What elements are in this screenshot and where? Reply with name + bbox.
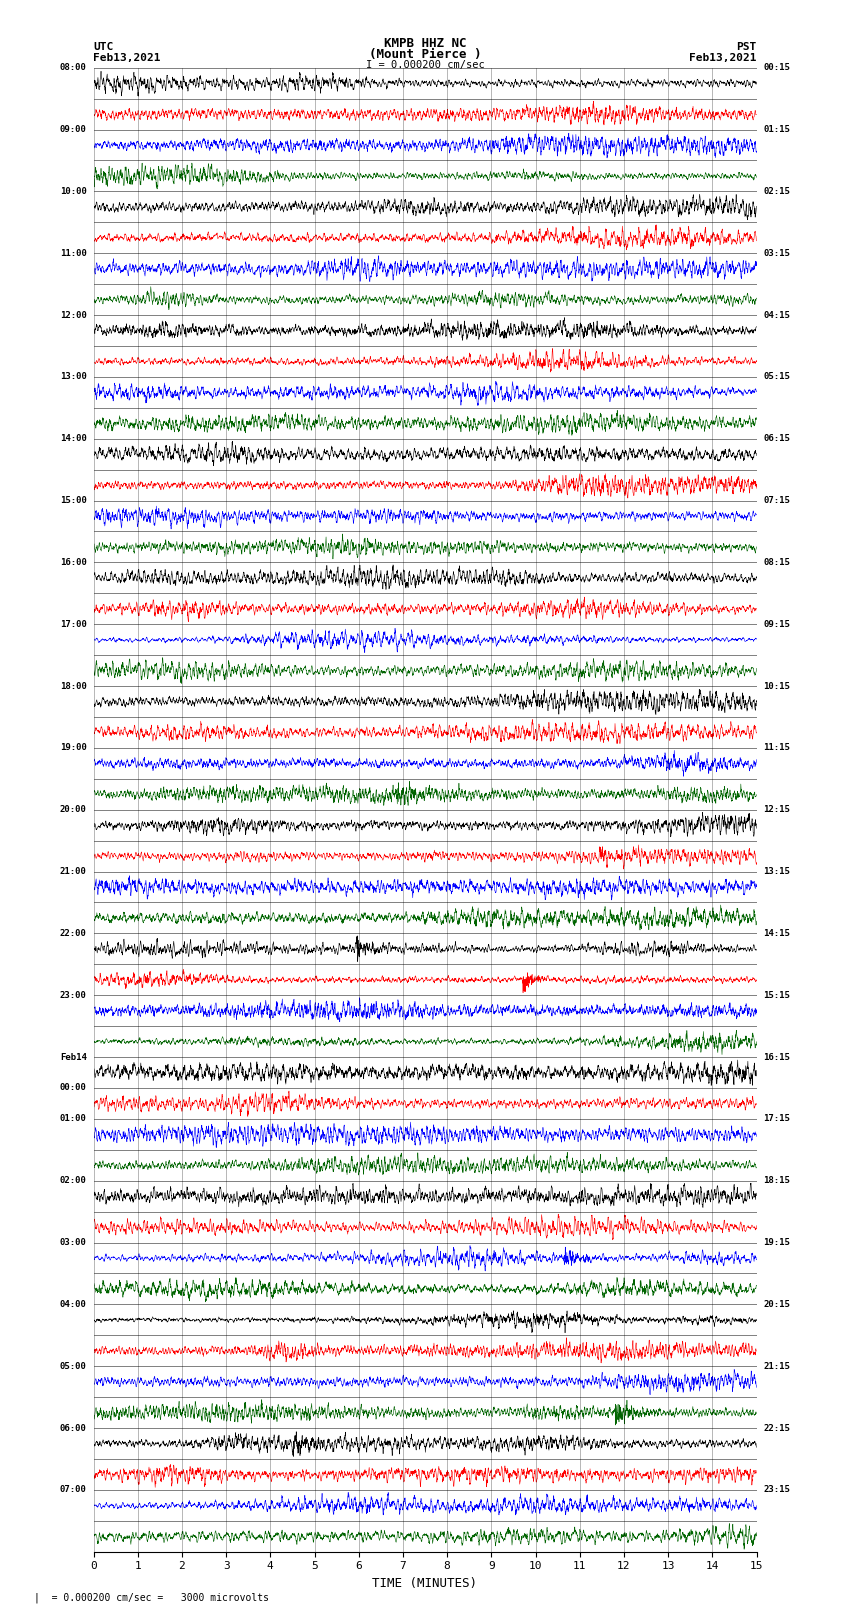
Text: 11:00: 11:00	[60, 248, 87, 258]
Text: 06:00: 06:00	[60, 1424, 87, 1432]
Text: 00:00: 00:00	[60, 1084, 87, 1092]
Text: 09:00: 09:00	[60, 126, 87, 134]
Text: 01:00: 01:00	[60, 1115, 87, 1123]
Text: 15:15: 15:15	[763, 990, 790, 1000]
Text: 20:15: 20:15	[763, 1300, 790, 1308]
Text: 00:15: 00:15	[763, 63, 790, 73]
Text: 05:00: 05:00	[60, 1361, 87, 1371]
Text: 02:00: 02:00	[60, 1176, 87, 1186]
Text: 16:00: 16:00	[60, 558, 87, 566]
Text: 07:15: 07:15	[763, 497, 790, 505]
Text: 22:15: 22:15	[763, 1424, 790, 1432]
Text: 07:00: 07:00	[60, 1486, 87, 1494]
Text: 12:00: 12:00	[60, 311, 87, 319]
Text: 11:15: 11:15	[763, 744, 790, 752]
Text: 22:00: 22:00	[60, 929, 87, 937]
Text: 14:00: 14:00	[60, 434, 87, 444]
Text: 20:00: 20:00	[60, 805, 87, 815]
Text: KMPB HHZ NC: KMPB HHZ NC	[383, 37, 467, 50]
Text: I = 0.000200 cm/sec: I = 0.000200 cm/sec	[366, 60, 484, 69]
Text: PST: PST	[736, 42, 756, 52]
Text: 16:15: 16:15	[763, 1053, 790, 1061]
Text: 10:15: 10:15	[763, 682, 790, 690]
Text: 05:15: 05:15	[763, 373, 790, 381]
Text: UTC: UTC	[94, 42, 114, 52]
Text: 21:00: 21:00	[60, 868, 87, 876]
Text: 04:15: 04:15	[763, 311, 790, 319]
Text: Feb14: Feb14	[60, 1053, 87, 1061]
Text: 10:00: 10:00	[60, 187, 87, 195]
Text: 12:15: 12:15	[763, 805, 790, 815]
Text: 23:15: 23:15	[763, 1486, 790, 1494]
Text: 03:00: 03:00	[60, 1239, 87, 1247]
Text: Feb13,2021: Feb13,2021	[94, 53, 161, 63]
Text: 03:15: 03:15	[763, 248, 790, 258]
Text: Feb13,2021: Feb13,2021	[689, 53, 756, 63]
Text: 17:00: 17:00	[60, 619, 87, 629]
Text: (Mount Pierce ): (Mount Pierce )	[369, 48, 481, 61]
Text: |  = 0.000200 cm/sec =   3000 microvolts: | = 0.000200 cm/sec = 3000 microvolts	[34, 1592, 269, 1603]
Text: 01:15: 01:15	[763, 126, 790, 134]
Text: 15:00: 15:00	[60, 497, 87, 505]
Text: 14:15: 14:15	[763, 929, 790, 937]
Text: 23:00: 23:00	[60, 990, 87, 1000]
Text: 18:00: 18:00	[60, 682, 87, 690]
Text: 04:00: 04:00	[60, 1300, 87, 1308]
Text: 13:00: 13:00	[60, 373, 87, 381]
Text: 18:15: 18:15	[763, 1176, 790, 1186]
Text: 06:15: 06:15	[763, 434, 790, 444]
Text: 17:15: 17:15	[763, 1115, 790, 1123]
Text: 08:00: 08:00	[60, 63, 87, 73]
Text: 21:15: 21:15	[763, 1361, 790, 1371]
Text: 09:15: 09:15	[763, 619, 790, 629]
X-axis label: TIME (MINUTES): TIME (MINUTES)	[372, 1578, 478, 1590]
Text: 08:15: 08:15	[763, 558, 790, 566]
Text: 13:15: 13:15	[763, 868, 790, 876]
Text: 02:15: 02:15	[763, 187, 790, 195]
Text: 19:00: 19:00	[60, 744, 87, 752]
Text: 19:15: 19:15	[763, 1239, 790, 1247]
